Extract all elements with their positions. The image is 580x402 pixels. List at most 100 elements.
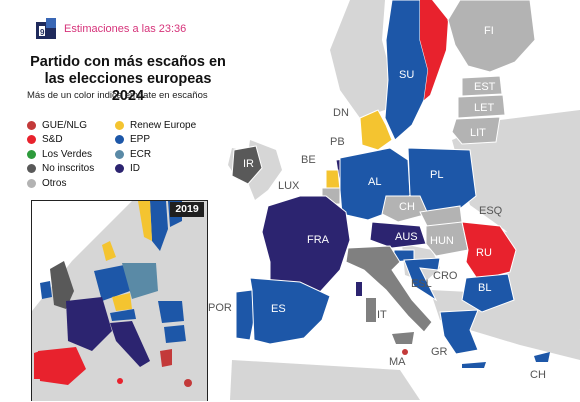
- country-finland[interactable]: [447, 0, 536, 73]
- legend-item-noinscritos: No inscritos: [27, 162, 94, 177]
- non-eu-land: [228, 0, 580, 400]
- page-title: Partido con más escaños en las eleccione…: [30, 54, 226, 104]
- estimate-time: Estimaciones a las 23:36: [64, 23, 187, 35]
- greece-crete: [462, 362, 486, 368]
- inset-malta: [117, 378, 123, 384]
- inset-czechia: [112, 293, 132, 311]
- label-es: ES: [271, 303, 286, 315]
- country-denmark[interactable]: [359, 109, 393, 151]
- inset-bulgaria: [164, 325, 186, 343]
- legend-label: Renew Europe: [130, 119, 197, 131]
- legend-label: ID: [130, 163, 140, 175]
- legend-item-sd: S&D: [27, 133, 94, 148]
- country-czechia[interactable]: [381, 195, 429, 223]
- legend-swatch: [27, 120, 36, 130]
- country-france-corsica: [356, 282, 362, 296]
- inset-poland: [122, 263, 158, 299]
- inset-ireland: [40, 281, 52, 299]
- inset-romania: [158, 301, 184, 323]
- inset-cyprus: [184, 379, 192, 387]
- legend-item-ecr: ECR: [115, 147, 196, 162]
- inset-year-badge: 2019: [170, 202, 204, 217]
- country-italy-sardinia: [366, 298, 376, 322]
- label-fra: FRA: [307, 234, 330, 246]
- label-pl: PL: [430, 169, 443, 181]
- country-spain[interactable]: [249, 277, 331, 345]
- label-ma: MA: [389, 356, 406, 368]
- label-lux: LUX: [278, 180, 300, 192]
- legend-item-otros: Otros: [27, 176, 94, 191]
- label-lit: LIT: [470, 127, 486, 139]
- legend-swatch: [27, 149, 36, 159]
- label-al: AL: [368, 176, 381, 188]
- country-estonia[interactable]: [461, 75, 503, 97]
- country-portugal[interactable]: [235, 289, 255, 341]
- country-ireland[interactable]: [231, 145, 263, 185]
- country-bulgaria[interactable]: [461, 273, 515, 313]
- country-austria[interactable]: [369, 221, 427, 249]
- inset-austria: [110, 309, 136, 321]
- legend-label: GUE/NLG: [42, 119, 88, 131]
- label-fi: FI: [484, 25, 494, 37]
- label-su: SU: [399, 69, 414, 81]
- country-italy[interactable]: [345, 245, 433, 333]
- legend-label: EPP: [130, 134, 151, 146]
- label-esq: ESQ: [479, 205, 503, 217]
- country-italy-sicily: [392, 332, 414, 344]
- label-por: POR: [208, 302, 232, 314]
- legend-label: Los Verdes: [42, 148, 93, 160]
- country-croatia[interactable]: [403, 257, 441, 302]
- legend-label: S&D: [42, 134, 63, 146]
- legend-item-id: ID: [115, 162, 196, 177]
- label-bl: BL: [478, 282, 491, 294]
- legend-swatch: [115, 120, 124, 130]
- country-malta[interactable]: [402, 349, 408, 355]
- legend-item-verdes: Los Verdes: [27, 147, 94, 162]
- country-greece[interactable]: [439, 309, 479, 355]
- country-belgium[interactable]: [325, 169, 341, 191]
- inset-2019-map: [32, 201, 207, 401]
- svg-text:9: 9: [40, 28, 45, 37]
- legend-col-2: Renew Europe EPP ECR ID: [115, 118, 196, 176]
- legend-item-gue: GUE/NLG: [27, 118, 94, 133]
- label-cro: CRO: [433, 270, 458, 282]
- legend-swatch: [27, 135, 36, 145]
- legend-item-renew: Renew Europe: [115, 118, 196, 133]
- legend-swatch: [115, 164, 124, 174]
- label-esl: ESL: [411, 278, 432, 290]
- country-latvia[interactable]: [457, 94, 506, 119]
- legend-label: Otros: [42, 177, 67, 189]
- legend-swatch: [115, 135, 124, 145]
- inset-denmark: [102, 241, 116, 261]
- label-it: IT: [377, 309, 387, 321]
- legend-col-1: GUE/NLG S&D Los Verdes No inscritos Otro…: [27, 118, 94, 191]
- label-est: EST: [474, 81, 496, 93]
- label-let: LET: [474, 102, 494, 114]
- country-lithuania[interactable]: [451, 116, 501, 145]
- inset-germany: [94, 265, 130, 301]
- inset-uk: [50, 261, 74, 309]
- legend-swatch: [27, 178, 36, 188]
- label-gr: GR: [431, 346, 448, 358]
- label-ir: IR: [243, 158, 254, 170]
- inset-sweden: [150, 201, 168, 251]
- label-pb: PB: [330, 136, 345, 148]
- label-ru: RU: [476, 247, 492, 259]
- inset-france: [66, 297, 112, 351]
- label-dn: DN: [333, 107, 349, 119]
- inset-2019-frame: [31, 200, 208, 401]
- country-sweden-tie: [420, 0, 448, 100]
- country-cyprus[interactable]: [534, 352, 550, 362]
- legend-label: No inscritos: [42, 163, 95, 175]
- page-subtitle: Más de un color indica empate en escaños: [27, 90, 208, 101]
- ballot-box-icon: 9: [36, 18, 56, 39]
- inset-spain: [38, 347, 86, 385]
- inset-italy: [110, 321, 150, 367]
- country-hungary[interactable]: [425, 221, 469, 257]
- label-hun: HUN: [430, 235, 454, 247]
- country-france[interactable]: [261, 195, 351, 301]
- legend-label: ECR: [130, 148, 152, 160]
- legend-swatch: [115, 149, 124, 159]
